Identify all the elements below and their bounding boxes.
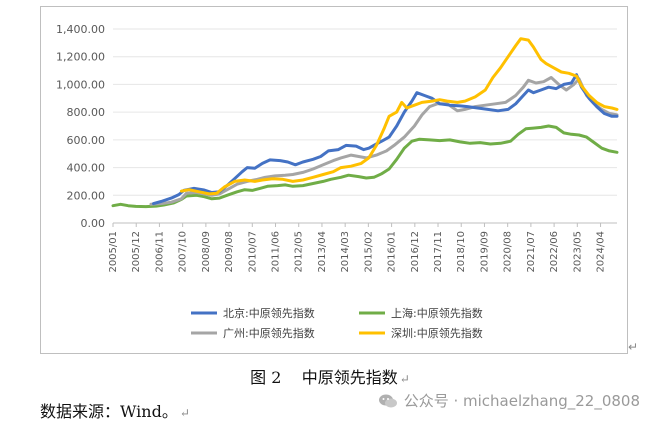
line-chart: 0.00 200.00 400.00 600.00 800.00 1,000.00 1,20… [56, 23, 619, 340]
legend-label: 上海:中原领先指数 [391, 306, 483, 320]
legend-label: 深圳:中原领先指数 [391, 326, 483, 340]
figure-number: 图 2 [250, 368, 282, 387]
figure-caption: 图 2 中原领先指数 ↵ [0, 364, 660, 388]
y-tick-label: 400.00 [67, 162, 106, 175]
x-tick-label: 2005/12 [131, 231, 142, 273]
series-line [179, 37, 619, 196]
y-tick-label: 800.00 [67, 106, 106, 119]
x-tick-label: 2009/08 [224, 231, 235, 273]
x-tick-label: 2010/07 [247, 231, 258, 273]
x-tick-label: 2015/02 [363, 231, 374, 273]
paragraph-mark: ↵ [399, 372, 410, 386]
legend-label: 北京:中原领先指数 [223, 306, 315, 320]
x-tick-label: 2007/10 [178, 231, 189, 273]
y-tick-label: 1,000.00 [56, 78, 105, 91]
x-tick-label: 2014/03 [340, 231, 351, 273]
x-tick-label: 2017/11 [433, 231, 444, 273]
x-tick-label: 2021/07 [526, 231, 537, 273]
legend-label: 广州:中原领先指数 [223, 326, 315, 340]
paragraph-mark: ↵ [628, 340, 639, 354]
y-tick-label: 0.00 [81, 217, 106, 230]
x-tick-label: 2016/01 [387, 231, 398, 273]
x-tick-label: 2024/04 [596, 231, 607, 273]
x-tick-label: 2016/12 [410, 231, 421, 273]
x-tick-label: 2005/01 [108, 231, 119, 273]
source-label: 数据来源：Wind。 [40, 402, 178, 421]
x-tick-label: 2020/08 [503, 231, 514, 273]
series-line [111, 124, 619, 209]
data-source-note: 数据来源：Wind。 ↵ [40, 398, 190, 422]
series-line [149, 76, 619, 206]
watermark: 公众号 · michaelzhang_22_0808 [378, 390, 640, 411]
x-tick-label: 2012/05 [294, 231, 305, 273]
y-tick-label: 1,400.00 [56, 23, 105, 36]
y-tick-label: 200.00 [67, 189, 106, 202]
x-tick-label: 2006/11 [154, 231, 165, 273]
x-tick-label: 2013/04 [317, 231, 328, 273]
wechat-icon [378, 394, 397, 407]
figure-title: 中原领先指数 [301, 368, 398, 387]
chart-frame: 0.00 200.00 400.00 600.00 800.00 1,000.00 1,20… [40, 6, 628, 354]
x-tick-label: 2008/09 [201, 231, 212, 273]
y-tick-label: 600.00 [67, 134, 106, 147]
x-tick-label: 2011/06 [271, 231, 282, 273]
series-line [152, 73, 619, 206]
y-tick-label: 1,200.00 [56, 51, 105, 64]
x-tick-label: 2023/05 [572, 231, 583, 273]
paragraph-mark: ↵ [179, 406, 190, 420]
x-tick-label: 2019/09 [479, 231, 490, 273]
watermark-text: 公众号 · michaelzhang_22_0808 [403, 392, 640, 410]
x-tick-label: 2022/06 [549, 231, 560, 273]
x-tick-label: 2018/10 [456, 231, 467, 273]
